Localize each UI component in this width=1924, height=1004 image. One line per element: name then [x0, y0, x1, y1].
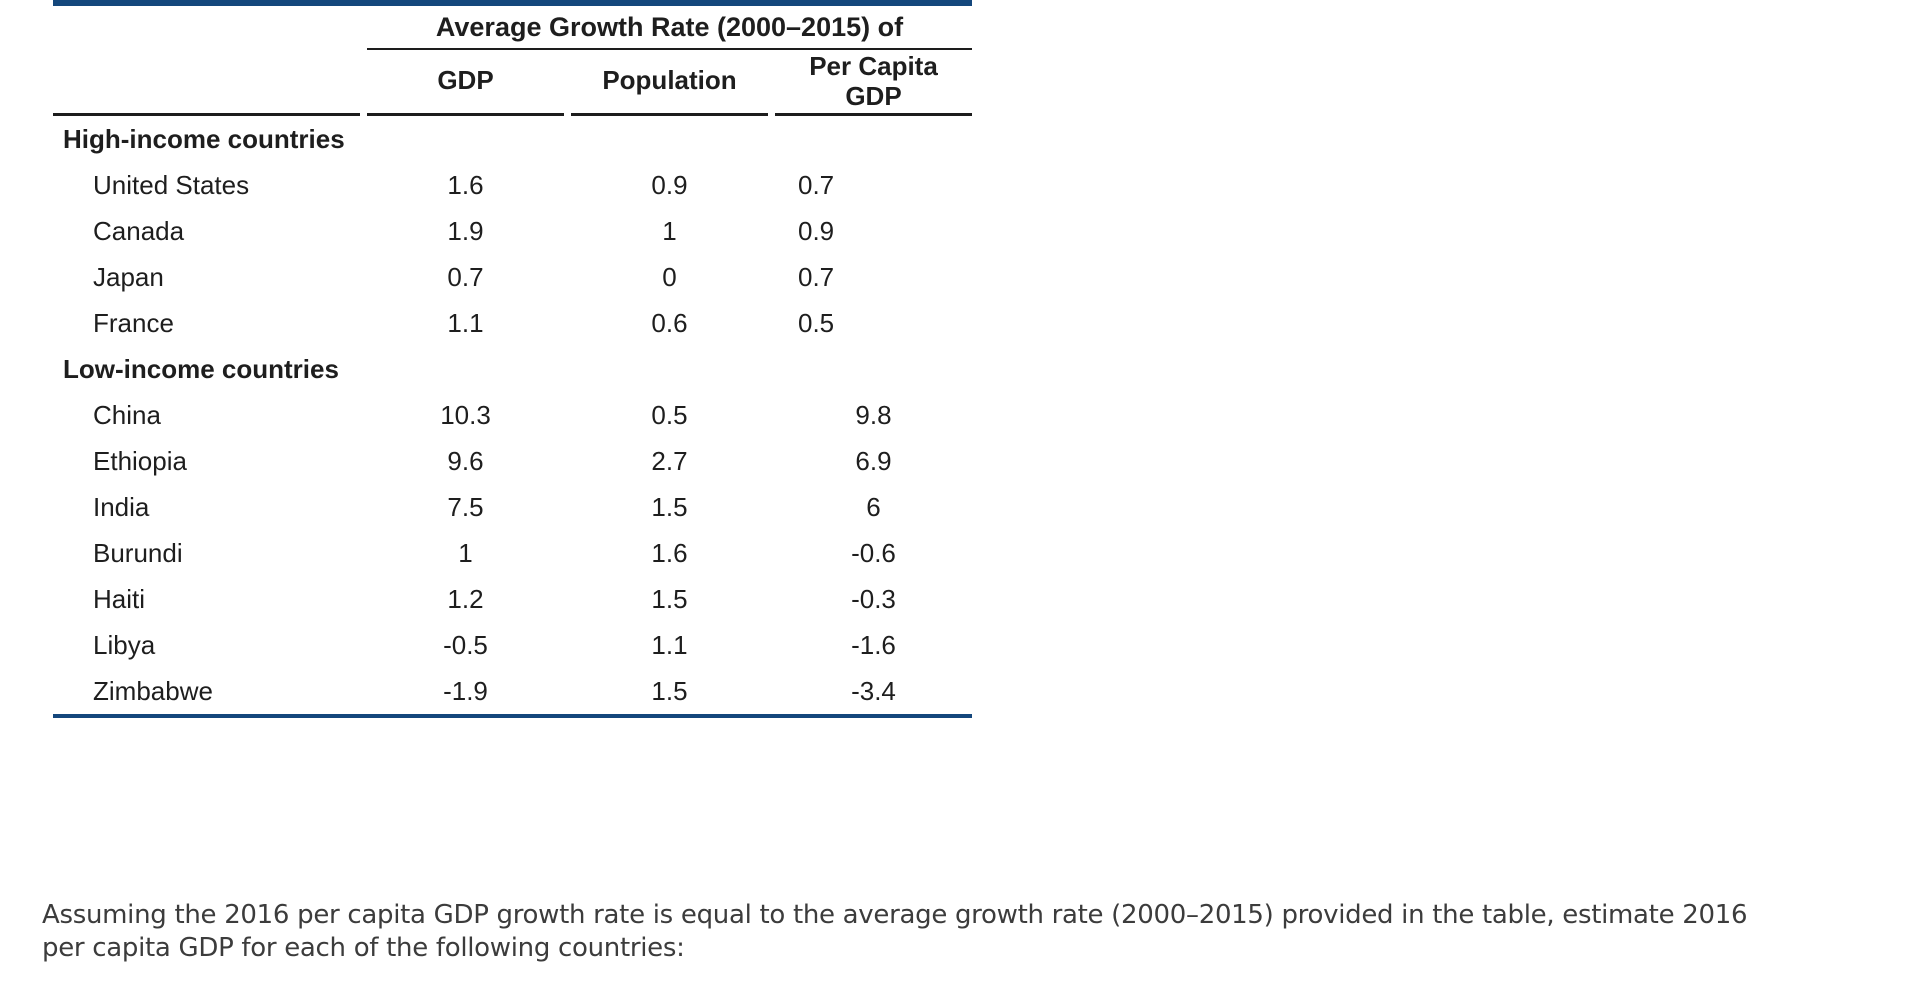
gdp-value-cell: 0.7	[447, 262, 484, 292]
per-capita-gdp-value-cell: -3.4	[851, 676, 896, 706]
population-value-cell: 2.7	[651, 446, 688, 476]
country-name-cell: Ethiopia	[93, 446, 187, 476]
row-label-header-cell	[53, 48, 360, 116]
col-header-per-capita-gdp: Per Capita GDP	[775, 48, 972, 116]
gdp-value-cell: 10.3	[440, 400, 491, 430]
col-header-per-capita-line2: GDP	[845, 80, 902, 111]
table-spanner-row: Average Growth Rate (2000–2015) of	[53, 6, 972, 50]
gdp-value-cell: 1.1	[447, 308, 484, 338]
country-name-cell: Burundi	[93, 538, 183, 568]
group-header-row: High-income countries	[53, 116, 972, 162]
population-value-cell: 0.5	[651, 400, 688, 430]
gdp-value-cell: 1.2	[447, 584, 484, 614]
population-value-cell: 0.6	[651, 308, 688, 338]
table-row: Haiti 1.2 1.5 -0.3	[53, 576, 972, 622]
col-header-per-capita-line1: Per Capita	[809, 50, 938, 81]
gdp-value-cell: 7.5	[447, 492, 484, 522]
table-column-header-row: GDP Population Per Capita GDP	[53, 48, 972, 116]
country-name-cell: Zimbabwe	[93, 676, 213, 706]
table-row: Canada 1.9 1 0.9	[53, 208, 972, 254]
gdp-value-cell: -1.9	[443, 676, 488, 706]
country-name-cell: France	[93, 308, 174, 338]
per-capita-gdp-value-cell: -0.6	[851, 538, 896, 568]
per-capita-gdp-value-cell: 6.9	[855, 446, 892, 476]
table-row: Zimbabwe -1.9 1.5 -3.4	[53, 668, 972, 714]
table-spanner-heading: Average Growth Rate (2000–2015) of	[367, 6, 972, 50]
gdp-value-cell: 1.6	[447, 170, 484, 200]
population-value-cell: 0	[662, 262, 677, 292]
country-name-cell: Libya	[93, 630, 156, 660]
per-capita-gdp-value-cell: 0.5	[798, 308, 835, 338]
table-body: High-income countries United States 1.6 0.9…	[53, 116, 972, 714]
table-row: India 7.5 1.5 6	[53, 484, 972, 530]
table-bottom-rule	[53, 714, 972, 718]
empty-cell	[367, 346, 564, 392]
per-capita-gdp-value-cell: 9.8	[855, 400, 892, 430]
empty-cell	[571, 116, 768, 162]
gdp-value-cell: -0.5	[443, 630, 488, 660]
growth-rate-table: Average Growth Rate (2000–2015) of GDP P…	[53, 0, 972, 718]
population-value-cell: 1.1	[651, 630, 688, 660]
spanner-spacer-cell	[53, 6, 360, 50]
empty-cell	[571, 346, 768, 392]
population-value-cell: 1.5	[651, 492, 688, 522]
question-text: Assuming the 2016 per capita GDP growth …	[42, 899, 1918, 965]
col-header-population: Population	[571, 48, 768, 116]
table-row: France 1.1 0.6 0.5	[53, 300, 972, 346]
table-row: United States 1.6 0.9 0.7	[53, 162, 972, 208]
table-row: Libya -0.5 1.1 -1.6	[53, 622, 972, 668]
question-line-2: per capita GDP for each of the following…	[42, 933, 685, 963]
group-header-row: Low-income countries	[53, 346, 972, 392]
country-name-cell: China	[93, 400, 161, 430]
per-capita-gdp-value-cell: 0.7	[798, 262, 835, 292]
per-capita-gdp-value-cell: 0.9	[798, 216, 835, 246]
population-value-cell: 1	[662, 216, 677, 246]
empty-cell	[367, 116, 564, 162]
table-top-rule	[53, 0, 972, 6]
gdp-value-cell: 1.9	[447, 216, 484, 246]
gdp-value-cell: 9.6	[447, 446, 484, 476]
per-capita-gdp-value-cell: -1.6	[851, 630, 896, 660]
per-capita-gdp-value-cell: 0.7	[798, 170, 835, 200]
question-line-1: Assuming the 2016 per capita GDP growth …	[42, 900, 1748, 930]
population-value-cell: 1.5	[651, 676, 688, 706]
col-header-gdp: GDP	[367, 48, 564, 116]
population-value-cell: 1.5	[651, 584, 688, 614]
empty-cell	[775, 346, 972, 392]
country-name-cell: Haiti	[93, 584, 146, 614]
country-name-cell: United States	[93, 170, 250, 200]
table-row: Ethiopia 9.6 2.7 6.9	[53, 438, 972, 484]
table-row: Burundi 1 1.6 -0.6	[53, 530, 972, 576]
country-name-cell: Canada	[93, 216, 185, 246]
per-capita-gdp-value-cell: -0.3	[851, 584, 896, 614]
gdp-value-cell: 1	[458, 538, 473, 568]
population-value-cell: 0.9	[651, 170, 688, 200]
empty-cell	[775, 116, 972, 162]
table-row: China 10.3 0.5 9.8	[53, 392, 972, 438]
table-row: Japan 0.7 0 0.7	[53, 254, 972, 300]
country-name-cell: Japan	[93, 262, 164, 292]
country-name-cell: India	[93, 492, 150, 522]
population-value-cell: 1.6	[651, 538, 688, 568]
group-label: High-income countries	[63, 124, 345, 154]
per-capita-gdp-value-cell: 6	[866, 492, 881, 522]
group-label: Low-income countries	[63, 354, 339, 384]
